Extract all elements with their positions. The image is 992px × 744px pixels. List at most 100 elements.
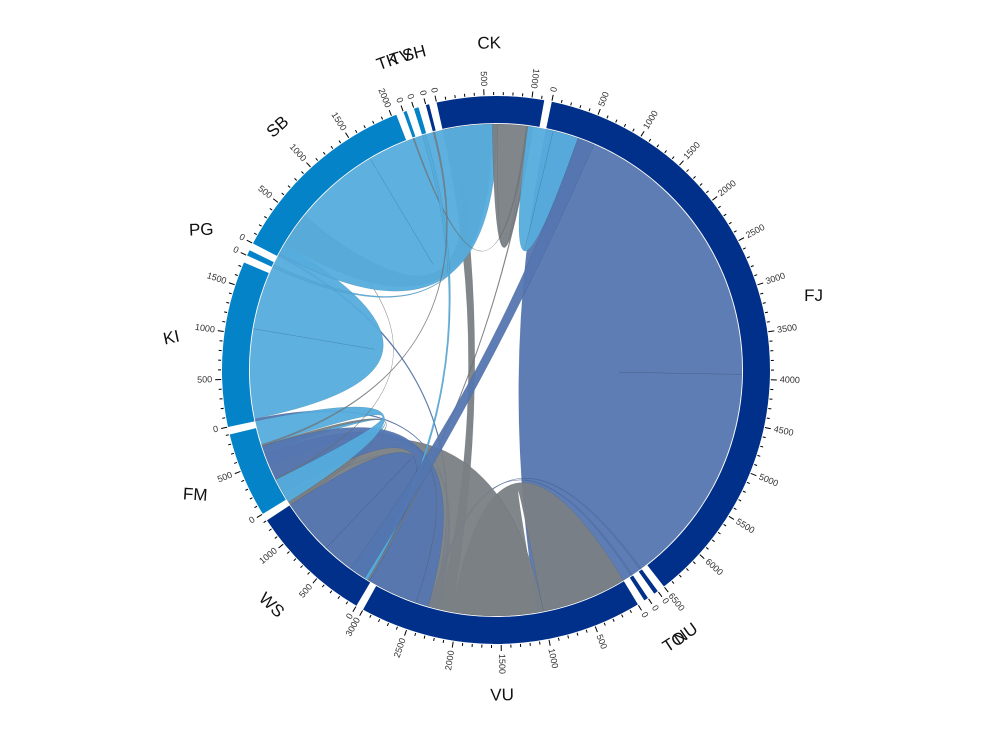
group-arc-pg[interactable] — [247, 250, 274, 267]
tick-fj — [766, 417, 770, 420]
ribbon-fj-fj[interactable] — [518, 128, 743, 613]
tick-vu — [576, 632, 579, 636]
tick-fj — [671, 156, 675, 160]
tick-ck — [434, 95, 437, 102]
group-arc-ws[interactable] — [266, 505, 371, 606]
group-arc-to[interactable] — [629, 575, 648, 601]
tick-ws — [286, 551, 290, 554]
tick-fj — [711, 539, 715, 543]
group-arc-nu[interactable] — [638, 569, 658, 594]
tick-fj — [746, 256, 751, 259]
tick-sb — [363, 125, 366, 129]
group-arc-ck[interactable] — [436, 95, 545, 129]
tick-fj — [560, 99, 563, 103]
group-label-pg: PG — [189, 220, 214, 240]
ribbon-sh-vu[interactable] — [261, 131, 448, 447]
tick-fj — [754, 464, 758, 466]
tick-vu — [637, 605, 642, 611]
tick-ki — [234, 274, 238, 276]
tick-label-ws: 500 — [297, 582, 314, 600]
tick-ws — [300, 565, 304, 569]
tick-fj — [723, 523, 727, 527]
tick-vu — [629, 609, 632, 613]
tick-fj — [757, 282, 764, 286]
tick-label-fj: 5500 — [734, 516, 756, 535]
tick-label-ki: 500 — [197, 374, 212, 385]
tick-label-ck: 1000 — [529, 68, 542, 89]
tick-fj — [664, 150, 667, 154]
group-arc-ki[interactable] — [221, 262, 269, 428]
group-arc-tk[interactable] — [403, 110, 416, 138]
tick-fj — [632, 128, 635, 132]
group-label-sb: SB — [263, 112, 293, 141]
tick-fj — [746, 481, 750, 485]
ribbon-sb-sb[interactable] — [278, 123, 498, 292]
tick-vu — [414, 632, 417, 637]
ribbon-fm-ws[interactable] — [255, 406, 385, 503]
tick-nu — [657, 591, 663, 598]
tick-label-ck: 0 — [429, 87, 440, 94]
tick-to — [648, 598, 653, 605]
ribbon-ck-ck[interactable] — [518, 125, 579, 252]
tick-label-sb: 500 — [256, 183, 274, 200]
tick-fj — [762, 302, 766, 304]
tick-ws — [293, 558, 297, 562]
tick-fj — [588, 108, 591, 112]
group-arc-tv[interactable] — [413, 107, 427, 135]
tick-fj — [766, 321, 770, 323]
tick-fj — [750, 472, 757, 477]
tick-label-fj: 3000 — [764, 270, 786, 286]
tick-fj — [648, 138, 652, 142]
group-arc-sh[interactable] — [425, 104, 436, 132]
tick-ki — [226, 301, 230, 304]
tick-label-fj: 500 — [596, 90, 611, 108]
tick-label-vu: 1500 — [497, 654, 507, 674]
tick-vu — [548, 639, 551, 646]
tick-ck — [541, 95, 543, 99]
tick-label-sb: 1500 — [329, 110, 348, 132]
group-arc-fj[interactable] — [546, 101, 770, 587]
tick-label-sh: 0 — [418, 89, 429, 96]
tick-ws — [268, 528, 272, 532]
ribbon-ck-fj[interactable] — [350, 137, 595, 579]
ribbon-tk-ck[interactable] — [412, 125, 529, 252]
tick-label-ws: 1000 — [257, 546, 279, 566]
group-arc-vu[interactable] — [363, 581, 638, 644]
tick-sb — [301, 171, 304, 174]
tick-label-fj: 4000 — [780, 374, 800, 385]
tick-fj — [640, 130, 645, 137]
tick-ws — [337, 595, 341, 600]
group-arcs — [221, 95, 770, 644]
tick-label-to: 0 — [650, 603, 661, 613]
tick-fj — [750, 265, 754, 268]
tick-vu — [585, 629, 588, 633]
tick-label-fj: 2000 — [716, 178, 738, 198]
tick-label-vu: 1000 — [546, 648, 560, 670]
tick-label-pg: 0 — [232, 244, 241, 255]
tick-sb — [315, 158, 319, 161]
tick-sb — [253, 232, 257, 235]
tick-fm — [245, 488, 249, 491]
tick-fj — [671, 580, 675, 584]
ribbon-tv-fj[interactable] — [364, 133, 451, 581]
ribbon-ki-ki[interactable] — [249, 243, 384, 419]
tick-sb — [281, 192, 285, 196]
tick-fj — [760, 445, 764, 448]
tick-label-fj: 4500 — [773, 424, 795, 438]
tick-fj — [570, 102, 572, 106]
tick-label-fj: 0 — [548, 86, 559, 93]
tick-fj — [717, 205, 721, 209]
tick-ws — [263, 520, 267, 523]
tick-fj — [738, 237, 745, 242]
tick-label-nu: 0 — [660, 596, 671, 606]
tick-sh — [423, 98, 427, 105]
tick-ki — [238, 264, 242, 267]
tick-ws — [345, 601, 349, 605]
group-arc-fm[interactable] — [229, 428, 286, 514]
group-arc-sb[interactable] — [252, 114, 407, 256]
tick-label-fj: 6500 — [667, 591, 687, 613]
tick-fj — [742, 247, 746, 250]
tick-fj — [764, 311, 769, 314]
tick-fm — [256, 514, 263, 519]
